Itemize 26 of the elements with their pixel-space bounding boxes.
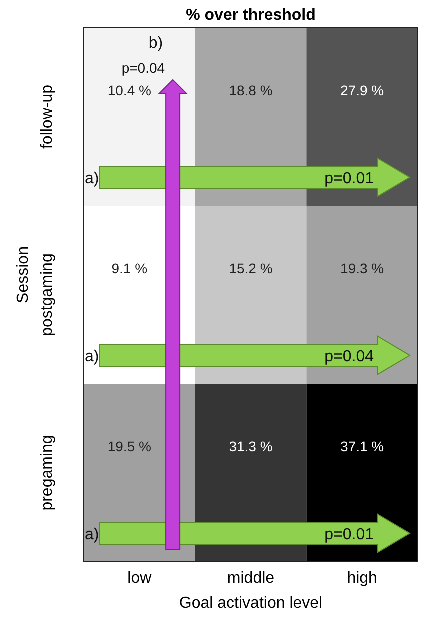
- y-tick-label: follow-up: [39, 84, 56, 150]
- data-label: 31.3 %: [229, 438, 273, 455]
- x-tick-label: middle: [227, 570, 275, 587]
- x-axis-title: Goal activation level: [179, 595, 323, 612]
- y-tick-label: pregaming: [39, 435, 56, 511]
- y-tick-label: postgaming: [39, 254, 56, 336]
- data-label: 9.1 %: [112, 260, 148, 277]
- text: a): [85, 348, 100, 366]
- text: a): [85, 526, 100, 544]
- text: a): [85, 170, 100, 188]
- text: b): [148, 35, 164, 52]
- chart-title: % over threshold: [186, 7, 316, 24]
- data-label: 18.8 %: [229, 82, 273, 99]
- annotation: p=0.01: [324, 526, 374, 544]
- text: p=0.04: [122, 60, 166, 76]
- data-label: 10.4 %: [108, 82, 152, 99]
- y-axis-title: Session: [15, 246, 32, 304]
- data-label: 19.3 %: [340, 260, 384, 277]
- data-label: 27.9 %: [340, 82, 384, 99]
- data-label: 15.2 %: [229, 260, 273, 277]
- data-label: 19.5 %: [108, 438, 152, 455]
- data-label: 37.1 %: [340, 438, 384, 455]
- x-tick-label: low: [128, 570, 152, 587]
- annotation: p=0.04: [324, 348, 374, 366]
- annotation: p=0.01: [324, 170, 374, 188]
- x-tick-label: high: [347, 570, 378, 587]
